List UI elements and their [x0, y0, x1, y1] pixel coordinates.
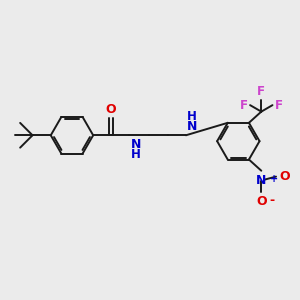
Text: O: O — [256, 195, 267, 208]
Text: H: H — [130, 148, 140, 160]
Text: H: H — [187, 110, 197, 123]
Text: -: - — [269, 194, 275, 207]
Text: F: F — [274, 99, 283, 112]
Text: N: N — [130, 138, 141, 151]
Text: N: N — [187, 120, 197, 133]
Text: N: N — [256, 174, 266, 187]
Text: O: O — [279, 169, 290, 182]
Text: F: F — [240, 99, 248, 112]
Text: O: O — [106, 103, 116, 116]
Text: F: F — [257, 85, 265, 98]
Text: +: + — [269, 174, 278, 184]
